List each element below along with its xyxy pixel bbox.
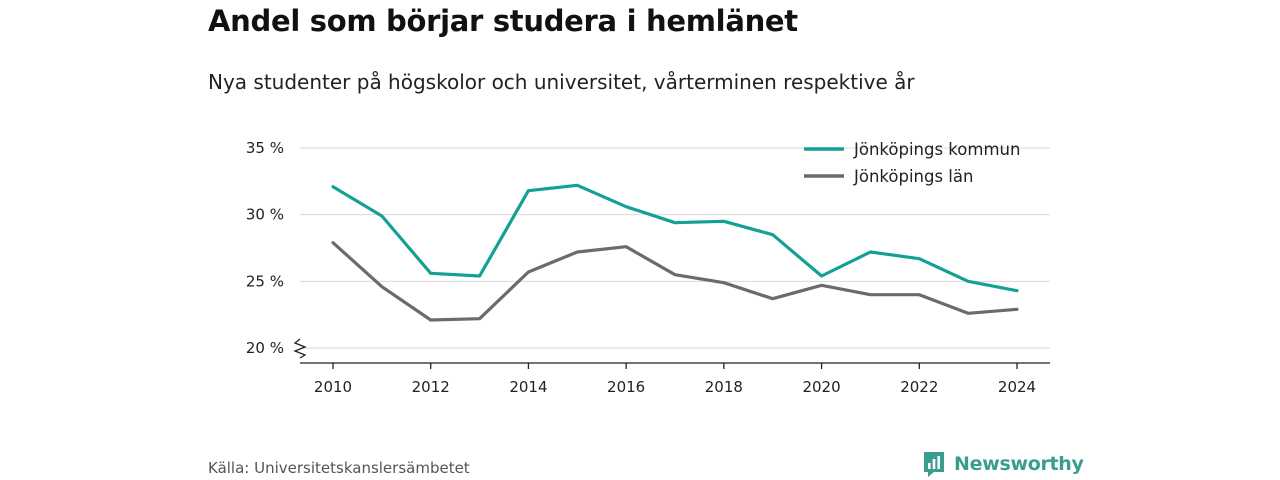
series-line	[331, 183, 1019, 293]
x-tick-label: 2014	[509, 378, 547, 396]
chart-title: Andel som börjar studera i hemlänet	[208, 4, 798, 38]
gridlines	[300, 147, 1050, 349]
y-tick-label: 20 %	[246, 339, 284, 357]
x-tick-label: 2024	[998, 378, 1036, 396]
legend-label: Jönköpings län	[853, 167, 973, 186]
brand-name: Newsworthy	[954, 453, 1084, 475]
x-tick-label: 2020	[802, 378, 840, 396]
series-lines	[331, 183, 1019, 322]
legend-label: Jönköpings kommun	[853, 140, 1020, 159]
axis-break-icon	[293, 338, 307, 359]
x-tick-label: 2018	[705, 378, 743, 396]
x-tick-label: 2022	[900, 378, 938, 396]
newsworthy-logo-icon	[924, 452, 944, 477]
series-line	[331, 241, 1019, 322]
y-tick-label: 30 %	[246, 206, 284, 224]
brand-logo: Newsworthy	[922, 450, 1084, 478]
legend: Jönköpings kommun Jönköpings län	[804, 140, 1020, 186]
x-tick-label: 2016	[607, 378, 645, 396]
y-tick-label: 35 %	[246, 139, 284, 157]
x-tick-label: 2010	[314, 378, 352, 396]
x-tick-label: 2012	[412, 378, 450, 396]
x-axis-ticks: 2010 2012 2014 2016 2018 2020 2022 2024	[314, 363, 1036, 396]
chart-subtitle: Nya studenter på högskolor och universit…	[208, 70, 915, 94]
y-tick-label: 25 %	[246, 272, 284, 290]
source-note: Källa: Universitetskanslersämbetet	[208, 459, 470, 477]
y-axis-ticks: 20 % 25 % 30 % 35 %	[246, 139, 284, 357]
